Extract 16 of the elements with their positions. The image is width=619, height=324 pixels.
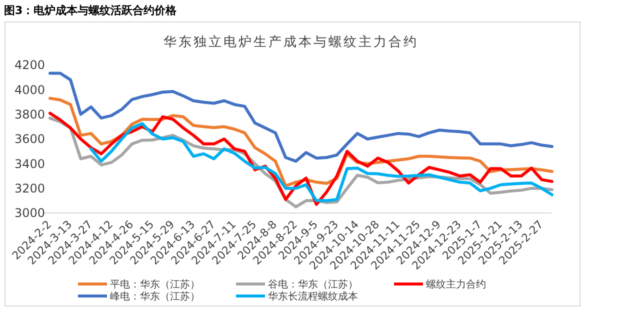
legend-label: 螺纹主力合约 <box>426 278 486 290</box>
y-tick-label: 3400 <box>14 156 45 171</box>
y-tick-label: 3200 <box>14 182 45 196</box>
y-tick-label: 4200 <box>14 58 45 72</box>
y-tick-label: 3600 <box>14 132 45 146</box>
legend-label: 平电：华东（江苏） <box>110 278 200 290</box>
y-tick-label: 3800 <box>14 108 45 122</box>
y-tick-label: 4000 <box>14 82 45 97</box>
chart-title: 图3：电炉成本与螺纹活跃合约价格 <box>4 4 178 17</box>
y-tick-label: 3000 <box>14 206 45 220</box>
legend-label: 华东长流程螺纹成本 <box>268 290 358 302</box>
line-series <box>89 122 554 202</box>
legend-label: 谷电：华东（江苏） <box>268 278 358 290</box>
chart-subtitle: 华东独立电炉生产成本与螺纹主力合约 <box>164 34 418 50</box>
line-series <box>48 72 554 163</box>
legend-label: 峰电：华东（江苏） <box>110 290 200 302</box>
